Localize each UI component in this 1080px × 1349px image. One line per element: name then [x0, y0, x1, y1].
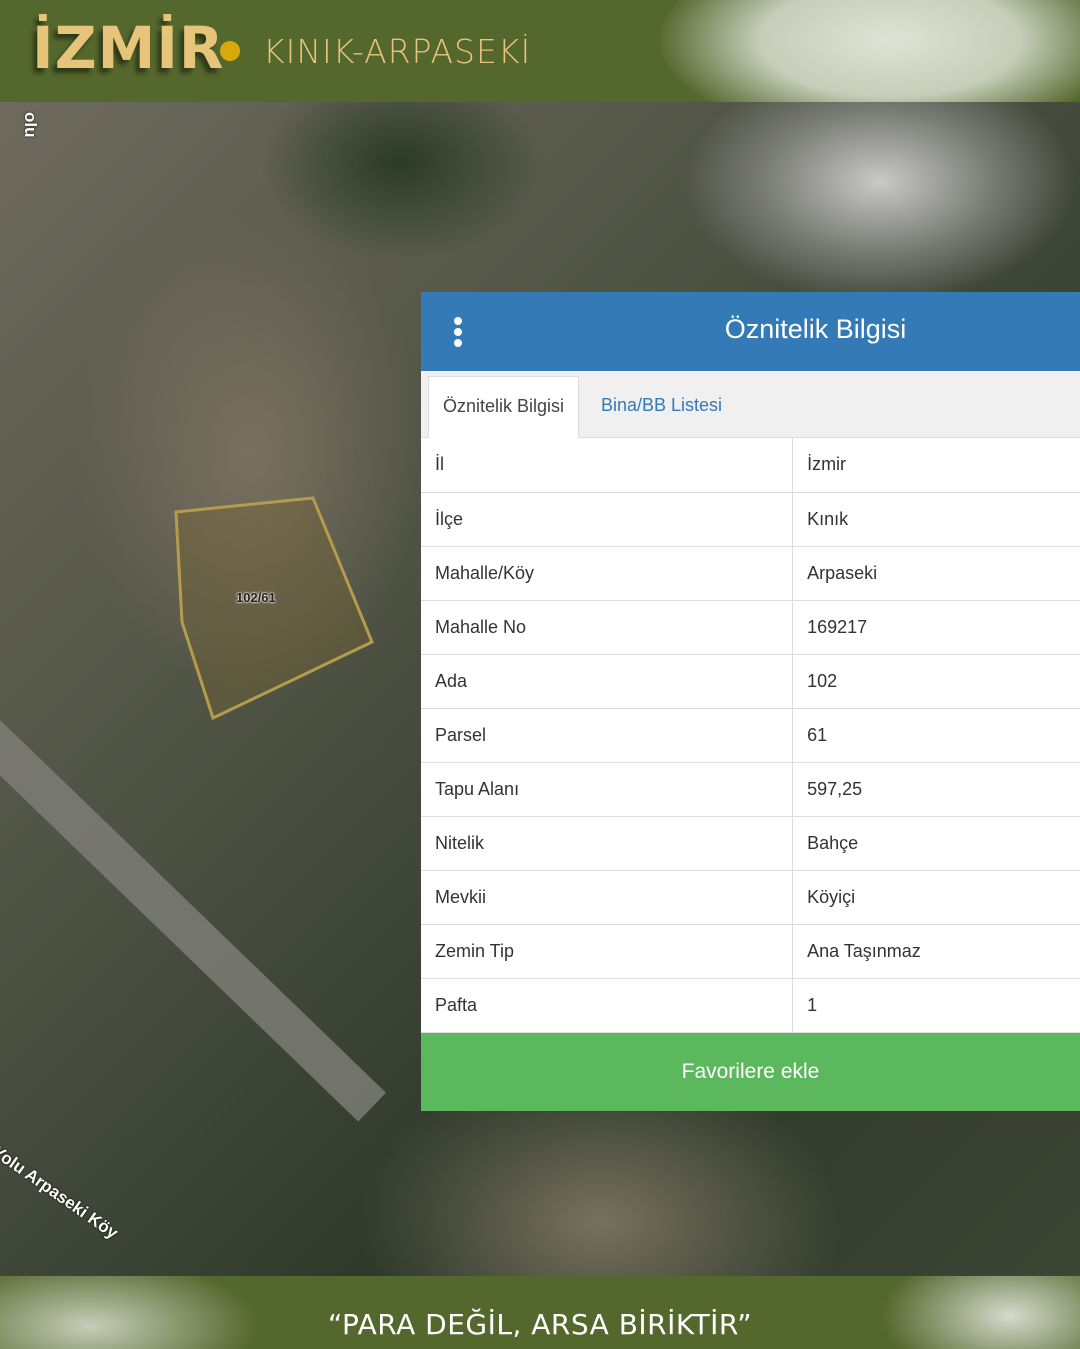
attribute-value: 169217	[792, 600, 1080, 655]
attribute-value: Kınık	[792, 492, 1080, 547]
attribute-key: İl	[421, 438, 793, 493]
attribute-key: Mahalle No	[421, 600, 793, 655]
road-label-top: olu	[21, 112, 40, 138]
attribute-key: Ada	[421, 654, 793, 709]
table-row: Mevkii Köyiçi	[421, 870, 1080, 925]
cloud-decoration	[880, 1276, 1080, 1349]
cloud-decoration	[0, 1276, 260, 1349]
footer-banner: “PARA DEĞİL, ARSA BİRİKTİR”	[0, 1276, 1080, 1349]
header-banner: İZMİR KINIK-ARPASEKİ	[0, 0, 1080, 102]
attribute-key: Pafta	[421, 978, 793, 1033]
attribute-key: Mevkii	[421, 870, 793, 925]
bullet-dot	[220, 41, 240, 61]
parcel-polygon[interactable]	[174, 496, 374, 721]
table-row: Zemin Tip Ana Taşınmaz	[421, 924, 1080, 979]
table-row: Parsel 61	[421, 708, 1080, 763]
attribute-key: Tapu Alanı	[421, 762, 793, 817]
city-title: İZMİR	[32, 14, 225, 82]
attribute-key: Parsel	[421, 708, 793, 763]
attribute-value: 102	[792, 654, 1080, 709]
attribute-panel: Öznitelik Bilgisi Öznitelik Bilgisi Bina…	[421, 292, 1080, 1111]
attribute-key: İlçe	[421, 492, 793, 547]
table-row: İlçe Kınık	[421, 492, 1080, 547]
attribute-table: İl İzmir İlçe Kınık Mahalle/Köy Arpaseki Mahal…	[421, 438, 1080, 1033]
table-row: Pafta 1	[421, 978, 1080, 1033]
parcel-overlay	[174, 496, 374, 721]
attribute-key: Zemin Tip	[421, 924, 793, 979]
table-row: Ada 102	[421, 654, 1080, 709]
add-favorites-button[interactable]: Favorilere ekle	[421, 1032, 1080, 1111]
kebab-menu-icon[interactable]	[453, 317, 463, 347]
table-row: Mahalle No 169217	[421, 600, 1080, 655]
panel-header: Öznitelik Bilgisi	[421, 292, 1080, 371]
cloud-decoration	[660, 0, 1080, 102]
panel-title: Öznitelik Bilgisi	[724, 314, 907, 344]
attribute-value: 61	[792, 708, 1080, 763]
parcel-label: 102/61	[236, 590, 276, 605]
attribute-value: Köyiçi	[792, 870, 1080, 925]
table-row: Tapu Alanı 597,25	[421, 762, 1080, 817]
attribute-value: Ana Taşınmaz	[792, 924, 1080, 979]
attribute-key: Nitelik	[421, 816, 793, 871]
attribute-key: Mahalle/Köy	[421, 546, 793, 601]
attribute-value: Arpaseki	[792, 546, 1080, 601]
tab-bar: Öznitelik Bilgisi Bina/BB Listesi	[421, 371, 1080, 438]
attribute-value: 597,25	[792, 762, 1080, 817]
tab-oznitelik-bilgisi[interactable]: Öznitelik Bilgisi	[428, 376, 580, 438]
attribute-value: Bahçe	[792, 816, 1080, 871]
table-row: Mahalle/Köy Arpaseki	[421, 546, 1080, 601]
attribute-value: İzmir	[792, 438, 1080, 493]
table-row: Nitelik Bahçe	[421, 816, 1080, 871]
attribute-value: 1	[792, 978, 1080, 1033]
slogan: “PARA DEĞİL, ARSA BİRİKTİR”	[327, 1308, 753, 1341]
table-row: İl İzmir	[421, 438, 1080, 493]
tab-bina-bb-listesi[interactable]: Bina/BB Listesi	[601, 395, 723, 415]
area-title: KINIK-ARPASEKİ	[263, 32, 532, 71]
